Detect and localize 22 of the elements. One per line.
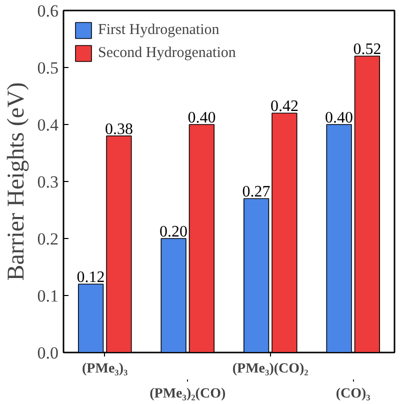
data-label: 0.42 bbox=[270, 98, 298, 116]
data-label: 0.40 bbox=[188, 110, 216, 126]
data-label: 0.12 bbox=[76, 269, 105, 286]
legend-label: First Hydrogenation bbox=[98, 22, 220, 38]
y-tick-label: 0.4 bbox=[37, 116, 59, 134]
data-label: 0.52 bbox=[353, 41, 382, 58]
data-label: 0.27 bbox=[242, 184, 270, 201]
data-label: 0.20 bbox=[160, 224, 188, 240]
data-label: 0.38 bbox=[104, 120, 133, 138]
y-tick-label: 0.0 bbox=[37, 344, 58, 362]
x-tick-label: (PMe₃)₂(CO) bbox=[150, 386, 226, 402]
x-tick-label: (PMe₃)(CO)₂ bbox=[232, 362, 308, 376]
x-tick-label: (CO)₃ bbox=[336, 386, 370, 402]
data-label: 0.40 bbox=[325, 110, 354, 126]
x-tick-label: (PMe₃)₃ bbox=[82, 362, 128, 376]
y-axis-title: Barrier Heights (eV) bbox=[3, 82, 30, 281]
y-tick-label: 0.6 bbox=[37, 2, 58, 20]
y-tick-label: 0.1 bbox=[37, 286, 58, 306]
y-tick-label: 0.2 bbox=[37, 230, 58, 248]
y-tick-label: 0.5 bbox=[37, 58, 58, 78]
y-tick-label: 0.3 bbox=[37, 172, 58, 192]
legend-label: Second Hydrogenation bbox=[98, 44, 236, 62]
